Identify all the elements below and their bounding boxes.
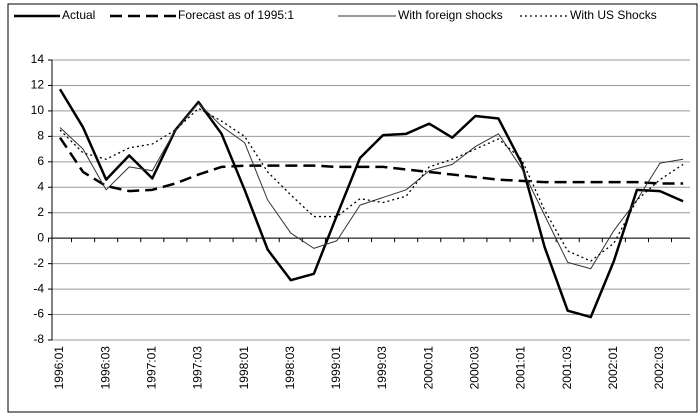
y-tick-label: 12 xyxy=(31,78,45,92)
x-tick-label: 2000:03 xyxy=(468,346,482,390)
y-tick-label: -8 xyxy=(33,332,44,346)
y-tick-label: 10 xyxy=(31,103,45,117)
x-tick-label: 2002:01 xyxy=(606,346,620,390)
x-tick-label: 1999:03 xyxy=(375,346,389,390)
x-tick-label: 1997:01 xyxy=(144,346,158,390)
y-tick-label: -2 xyxy=(33,256,44,270)
series-line xyxy=(58,88,684,319)
x-tick-label: 1996:01 xyxy=(52,346,66,390)
x-tick-label: 2000:01 xyxy=(421,346,435,390)
legend-label: Forecast as of 1995:1 xyxy=(178,8,294,22)
x-tick-label: 1999:01 xyxy=(329,346,343,390)
y-tick-label: -6 xyxy=(33,307,44,321)
y-tick-label: -4 xyxy=(33,281,44,295)
y-tick-label: 6 xyxy=(37,154,44,168)
y-tick-label: 4 xyxy=(37,179,44,193)
y-tick-label: 8 xyxy=(37,129,44,143)
legend-label: With US Shocks xyxy=(570,8,657,22)
legend-label: With foreign shocks xyxy=(398,8,503,22)
x-tick-label: 2001:03 xyxy=(560,346,574,390)
y-tick-label: 2 xyxy=(37,205,44,219)
series-line xyxy=(58,136,684,193)
x-tick-label: 1998:01 xyxy=(237,346,251,390)
series-line xyxy=(59,102,684,270)
chart-border xyxy=(7,3,698,413)
x-tick-label: 1997:03 xyxy=(191,346,205,390)
x-tick-label: 1998:03 xyxy=(283,346,297,390)
y-tick-label: 14 xyxy=(31,52,45,66)
y-tick-label: 0 xyxy=(37,230,44,244)
legend-label: Actual xyxy=(62,8,95,22)
x-tick-label: 2002:03 xyxy=(652,346,666,390)
x-tick-label: 1996:03 xyxy=(98,346,112,390)
x-tick-label: 2001:01 xyxy=(514,346,528,390)
